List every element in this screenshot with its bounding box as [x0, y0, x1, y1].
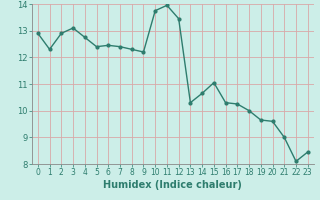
X-axis label: Humidex (Indice chaleur): Humidex (Indice chaleur) [103, 180, 242, 190]
